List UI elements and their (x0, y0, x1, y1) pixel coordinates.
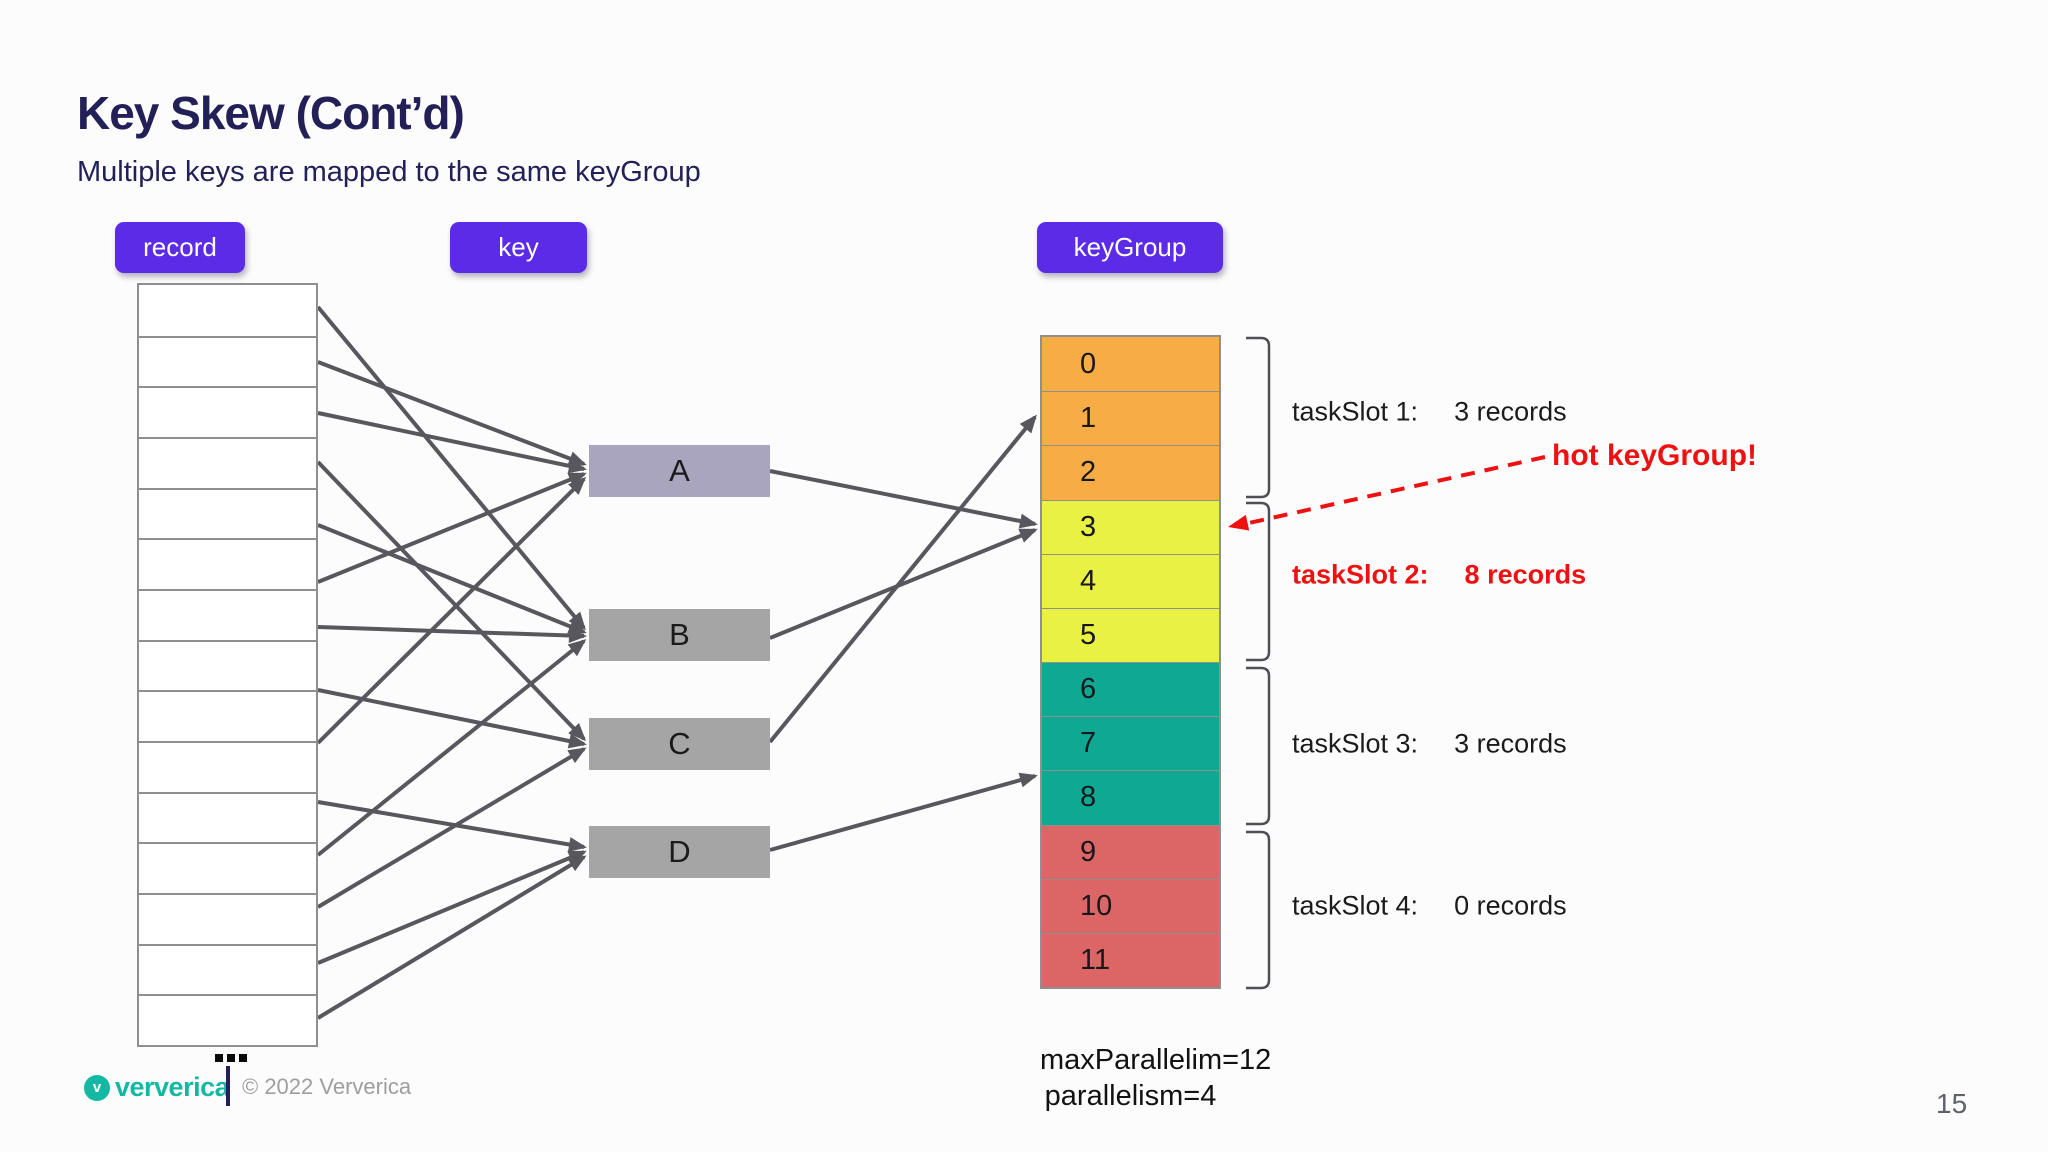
mapping-arrow (316, 476, 587, 745)
mapping-arrow (769, 772, 1038, 852)
taskslot-label-3: taskSlot 3: 3 records (1292, 729, 1567, 760)
keygroup-cell-9: 9 (1042, 824, 1219, 879)
record-row (139, 437, 316, 488)
more-records-ellipsis-icon (227, 1054, 235, 1062)
mapping-arrow (769, 528, 1038, 640)
record-row (139, 791, 316, 843)
record-row (139, 487, 316, 539)
slide-subtitle: Multiple keys are mapped to the same key… (77, 156, 701, 188)
mapping-arrow (317, 688, 587, 749)
taskslot-record-count: 3 records (1454, 396, 1567, 427)
column-label-keygroup: keyGroup (1037, 222, 1223, 273)
keygroup-cell-0: 0 (1042, 337, 1219, 392)
taskslot-label-1: taskSlot 1: 3 records (1292, 397, 1567, 428)
mapping-arrow (768, 414, 1037, 744)
record-row (139, 943, 316, 995)
record-row (139, 589, 316, 640)
keygroup-cell-6: 6 (1042, 662, 1219, 717)
record-row (139, 538, 316, 589)
more-records-ellipsis-icon (215, 1054, 223, 1062)
keygroup-cell-1: 1 (1042, 391, 1219, 446)
keygroup-cell-5: 5 (1042, 607, 1219, 662)
logo-divider (226, 1066, 230, 1106)
mapping-arrow (317, 523, 587, 634)
mapping-arrow (316, 639, 587, 857)
record-row (139, 335, 316, 387)
mapping-arrow (769, 469, 1038, 529)
max-parallelism-text: maxParallelim=12 (1040, 1044, 1272, 1076)
taskslot-bracket (1246, 830, 1271, 990)
keygroup-cell-3: 3 (1042, 499, 1219, 554)
taskslot-name: taskSlot 1: (1292, 396, 1419, 427)
keygroup-cell-7: 7 (1042, 716, 1219, 771)
taskslot-label-2: taskSlot 2: 8 records (1292, 560, 1586, 591)
more-records-ellipsis-icon (239, 1054, 247, 1062)
taskslot-bracket (1246, 336, 1271, 499)
taskslot-record-count: 3 records (1454, 728, 1567, 759)
record-row (139, 285, 316, 336)
mapping-arrow (317, 800, 587, 852)
keygroup-cell-10: 10 (1042, 878, 1219, 933)
record-row (139, 994, 316, 1045)
column-label-key: key (450, 222, 587, 273)
record-table (137, 283, 318, 1047)
copyright-text: © 2022 Ververica (242, 1074, 412, 1099)
taskslot-label-4: taskSlot 4: 0 records (1292, 891, 1567, 922)
hot-keygroup-arrowhead-icon (1228, 514, 1250, 531)
keygroup-cell-8: 8 (1042, 770, 1219, 825)
keygroup-cell-11: 11 (1042, 932, 1219, 987)
vendor-logo: v ververica (84, 1072, 230, 1103)
hot-keygroup-annotation: hot keyGroup! (1552, 439, 1758, 472)
mapping-arrow (316, 855, 587, 1020)
parallelism-text: parallelism=4 (1044, 1080, 1217, 1112)
hot-keygroup-dashed-arrow (1248, 455, 1546, 525)
taskslot-name: taskSlot 4: (1292, 890, 1419, 921)
ververica-logo-icon: v (84, 1074, 110, 1101)
record-row (139, 842, 316, 893)
mapping-arrow (316, 747, 587, 909)
taskslot-bracket (1246, 666, 1271, 826)
mapping-arrow (317, 625, 587, 643)
brand-name: ververica (115, 1072, 230, 1102)
parallelism-params: maxParallelim=12 parallelism=4 (1040, 1042, 1272, 1114)
record-row (139, 386, 316, 437)
taskslot-record-count: 8 records (1464, 559, 1587, 590)
key-box-d: D (589, 826, 770, 878)
taskslot-bracket (1246, 501, 1271, 662)
taskslot-record-count: 0 records (1454, 890, 1567, 921)
slide-title: Key Skew (Cont’d) (77, 87, 465, 139)
page-number: 15 (1936, 1088, 1968, 1119)
record-row (139, 690, 316, 741)
keygroup-cell-2: 2 (1042, 445, 1219, 500)
record-row (139, 893, 316, 944)
taskslot-name: taskSlot 3: (1292, 728, 1419, 759)
mapping-arrow (317, 472, 587, 584)
mapping-arrow (316, 460, 587, 742)
mapping-arrow (317, 850, 587, 965)
key-box-c: C (589, 718, 770, 770)
key-box-b: B (589, 609, 770, 661)
keygroup-table: 0 1 2 3 4 5 6 7 8 9 10 11 (1040, 335, 1221, 989)
keygroup-cell-4: 4 (1042, 553, 1219, 608)
mapping-arrow (316, 305, 586, 631)
taskslot-name: taskSlot 2: (1292, 559, 1429, 590)
record-row (139, 741, 316, 792)
mapping-arrow (317, 411, 587, 474)
record-row (139, 639, 316, 691)
key-box-a: A (589, 445, 770, 497)
column-label-record: record (115, 222, 245, 273)
mapping-arrow (317, 360, 587, 466)
